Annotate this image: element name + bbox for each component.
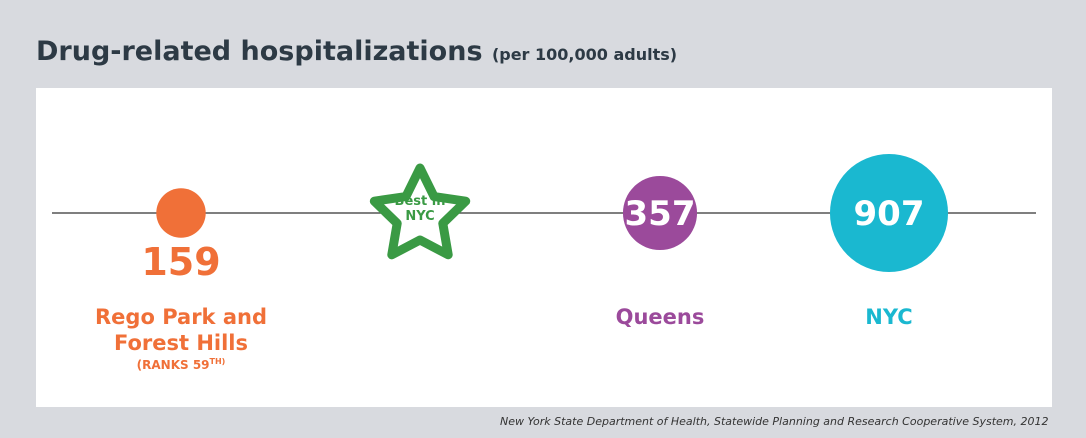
category-label: Queens — [615, 305, 705, 329]
source: New York State Department of Health, Sta… — [500, 415, 1049, 428]
rank-text: (RANKS 59 — [136, 358, 210, 372]
best-star — [369, 163, 471, 260]
bubble — [829, 153, 949, 273]
chart-title: Drug-related hospitalizations — [36, 36, 483, 67]
category-label: NYC — [865, 305, 913, 329]
rank-label: (RANKS 59TH) — [81, 357, 281, 372]
best-label: Best in NYC — [394, 194, 446, 224]
category-label: Rego Park and Forest Hills — [95, 305, 267, 355]
value-label: 159 — [141, 240, 220, 284]
rank-suffix: TH) — [209, 357, 226, 366]
bubble — [156, 188, 206, 238]
bubble — [622, 175, 698, 251]
value-label: 907 — [854, 194, 925, 234]
chart-subtitle: (per 100,000 adults) — [491, 45, 678, 64]
value-label: 357 — [625, 194, 696, 234]
title-row: Drug-related hospitalizations (per 100,0… — [36, 36, 677, 67]
